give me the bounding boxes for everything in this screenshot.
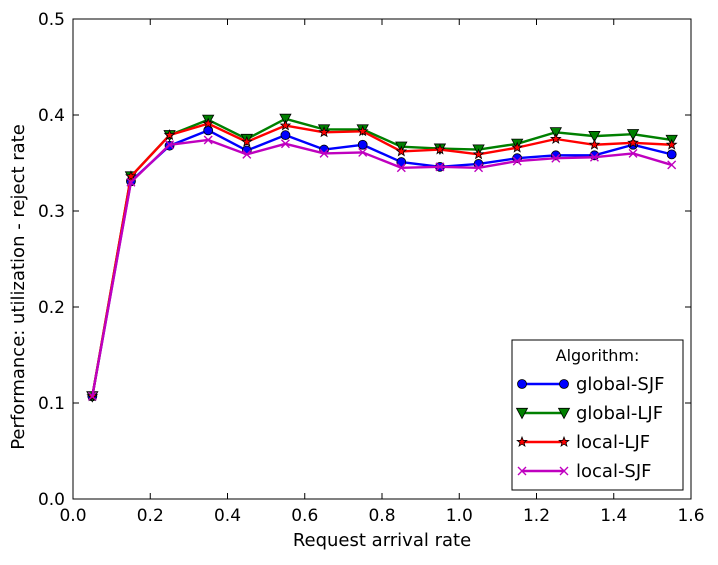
legend-marker-global-LJF — [515, 407, 529, 420]
legend-entry-local-LJF: local-LJF — [516, 432, 650, 453]
data-point-local-SJF — [203, 135, 213, 145]
data-point-local-SJF — [165, 140, 175, 150]
x-tick-label: 0.8 — [368, 506, 395, 526]
data-point-global-SJF — [666, 149, 677, 160]
series-local-SJF — [87, 135, 677, 401]
legend-marker-local-LJF — [558, 435, 570, 447]
data-point-global-LJF — [626, 129, 640, 141]
series-line-local-SJF — [91, 138, 673, 397]
data-point-local-LJF — [434, 143, 446, 155]
x-tick-label: 0.6 — [291, 506, 318, 526]
x-tick-label: 0.0 — [59, 506, 86, 526]
legend-marker-global-SJF — [517, 379, 527, 389]
x-tick-label: 0.4 — [214, 506, 241, 526]
data-point-global-LJF — [588, 131, 601, 143]
x-axis-title: Request arrival rate — [293, 530, 471, 551]
series-line-local-LJF — [91, 122, 672, 397]
x-tick-label: 1.0 — [446, 506, 473, 526]
legend-label-global-SJF: global-SJF — [576, 374, 664, 395]
data-point-local-LJF — [318, 126, 330, 138]
legend-marker-global-LJF — [557, 407, 571, 420]
legend: Algorithm: global-SJF global-LJF local-LJF l… — [511, 339, 684, 491]
legend-label-local-SJF: local-SJF — [576, 461, 652, 482]
y-tick-label: 0.3 — [38, 202, 65, 222]
data-point-local-LJF — [665, 138, 678, 150]
data-point-local-LJF — [511, 141, 524, 153]
legend-marker-local-SJF — [559, 466, 569, 476]
data-point-local-SJF — [396, 163, 406, 173]
data-point-local-SJF — [628, 148, 638, 158]
series-line-global-LJF — [91, 117, 672, 397]
y-axis-title: Performance: utilization - reject rate — [8, 124, 29, 450]
data-point-local-SJF — [126, 177, 136, 187]
data-point-local-SJF — [474, 163, 484, 173]
data-point-local-LJF — [627, 136, 639, 148]
data-point-local-SJF — [589, 152, 599, 162]
data-point-local-LJF — [549, 132, 562, 144]
series-line-global-SJF — [91, 129, 672, 397]
x-tick-label: 1.4 — [600, 506, 627, 526]
legend-marker-local-SJF — [517, 466, 527, 476]
legend-entry-local-SJF: local-SJF — [517, 461, 652, 482]
legend-title: Algorithm: — [556, 346, 640, 365]
y-tick-label: 0.4 — [38, 106, 65, 126]
x-tick-label: 1.6 — [677, 506, 704, 526]
data-point-local-SJF — [667, 160, 677, 170]
data-point-local-SJF — [512, 156, 522, 166]
data-point-local-LJF — [202, 117, 215, 129]
data-point-local-SJF — [319, 148, 329, 158]
data-point-global-LJF — [549, 127, 562, 139]
legend-entry-global-SJF: global-SJF — [517, 374, 664, 395]
legend-box — [511, 339, 684, 491]
data-point-local-LJF — [588, 138, 601, 150]
data-point-local-LJF — [356, 125, 369, 137]
y-tick-label: 0.1 — [38, 394, 65, 414]
y-tick-label: 0.2 — [38, 298, 65, 318]
legend-label-global-LJF: global-LJF — [576, 403, 663, 424]
y-tick-label: 0.0 — [38, 490, 65, 510]
data-point-local-LJF — [472, 148, 485, 160]
data-point-local-LJF — [163, 129, 176, 141]
legend-marker-local-LJF — [516, 435, 528, 447]
x-tick-label: 1.2 — [523, 506, 550, 526]
data-point-local-SJF — [280, 139, 290, 149]
data-point-local-SJF — [87, 391, 97, 401]
data-point-local-SJF — [551, 153, 561, 163]
data-point-local-SJF — [435, 162, 445, 172]
data-point-local-SJF — [358, 147, 368, 157]
data-point-local-LJF — [395, 145, 408, 157]
data-point-global-SJF — [357, 139, 368, 150]
data-point-global-LJF — [279, 113, 292, 126]
data-point-local-LJF — [240, 135, 253, 147]
x-tick-label: 0.2 — [137, 506, 164, 526]
data-point-local-LJF — [279, 119, 292, 131]
data-point-global-SJF — [280, 130, 291, 141]
legend-entry-global-LJF: global-LJF — [515, 403, 663, 424]
data-point-local-SJF — [242, 149, 252, 159]
y-tick-label: 0.5 — [38, 10, 65, 30]
data-point-local-LJF — [125, 170, 137, 182]
legend-label-local-LJF: local-LJF — [576, 432, 650, 453]
legend-marker-global-SJF — [559, 379, 569, 389]
